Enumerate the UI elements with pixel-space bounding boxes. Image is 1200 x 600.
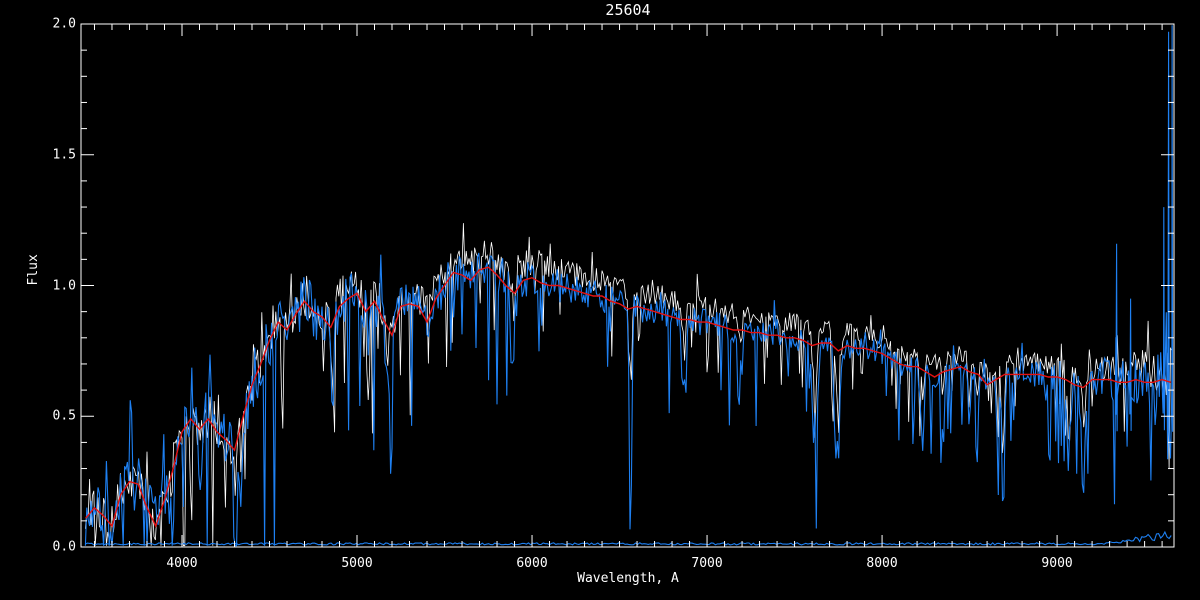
x-tick-label: 4000 [166,556,198,571]
x-tick-label: 5000 [341,556,373,571]
plot-title: 25604 [605,1,651,19]
x-tick-label: 7000 [691,556,723,571]
x-axis-label: Wavelength, A [577,571,679,586]
error-spectrum-line [85,530,1172,546]
x-tick-label: 9000 [1041,556,1073,571]
observed-spectrum-line [84,25,1174,547]
smoothed-fit-line [85,266,1172,528]
y-axis-label: Flux [26,254,42,286]
y-tick-label: 2.0 [52,16,76,32]
y-tick-label: 0.0 [52,539,76,555]
x-tick-label: 6000 [516,556,548,571]
y-tick-label: 1.0 [52,278,76,293]
y-tick-label: 0.5 [52,408,76,424]
x-tick-label: 8000 [866,556,898,571]
y-tick-label: 1.5 [52,147,76,163]
